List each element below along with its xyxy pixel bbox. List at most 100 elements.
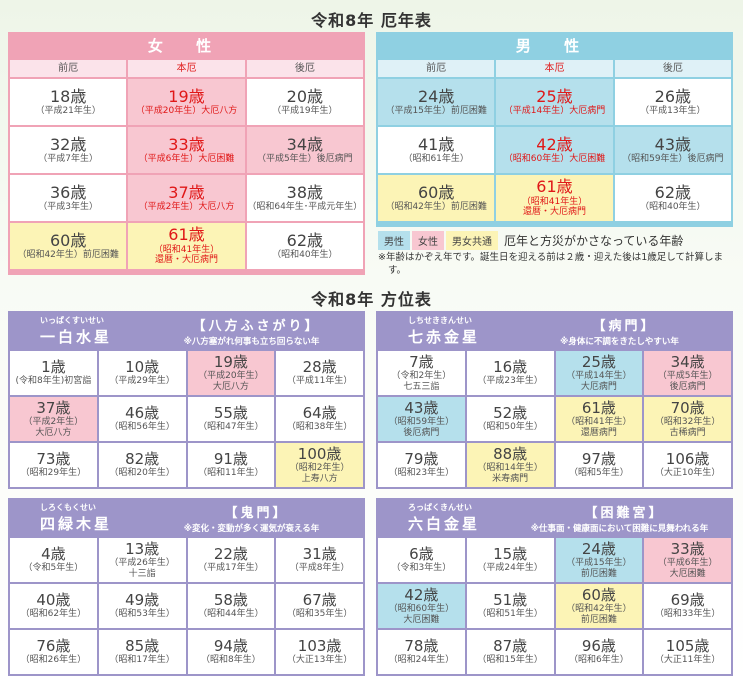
age-label: 105歳 bbox=[665, 637, 710, 656]
age-cell: 38歳 （昭和64年生･平成元年生） bbox=[246, 175, 363, 221]
age-label: 60歳 bbox=[49, 230, 87, 250]
column-header: 本厄 bbox=[496, 60, 613, 77]
age-label: 32歳 bbox=[49, 134, 87, 154]
age-label: 26歳 bbox=[654, 86, 692, 106]
age-cell: 58歳 （昭和44年生） bbox=[187, 584, 275, 628]
star-name: 六白金星 bbox=[408, 515, 481, 533]
star-name: 一白水星 bbox=[40, 328, 113, 346]
age-cell: 10歳 （平成29年生） bbox=[98, 351, 186, 395]
birth-year-label: 古稀病門 bbox=[669, 427, 706, 438]
age-label: 19歳 bbox=[168, 86, 205, 106]
age-label: 60歳 bbox=[417, 182, 455, 202]
age-label: 42歳 bbox=[404, 586, 439, 605]
age-cell: 105歳 （大正11年生） bbox=[644, 630, 731, 674]
age-label: 1歳 bbox=[41, 358, 66, 377]
age-label: 33歳 bbox=[168, 134, 205, 154]
birth-year-label: （昭和24年生） bbox=[388, 655, 455, 666]
age-cell: 61歳 （昭和41年生） 還暦・大厄病門 bbox=[128, 223, 245, 269]
age-cell: 52歳 （昭和50年生） bbox=[466, 397, 554, 441]
houi-header: しろくもくせい 四緑木星 【鬼門】 ※変化・変動が多く運気が衰える年 bbox=[10, 498, 363, 538]
birth-year-label: （昭和5年生） bbox=[569, 468, 629, 479]
birth-year-label: （平成6年生）大厄困難 bbox=[138, 154, 235, 165]
age-cell: 100歳 （昭和2年生） 上寿八方 bbox=[276, 443, 363, 487]
age-cell: 32歳 （平成7年生） bbox=[10, 127, 127, 173]
age-cell: 20歳 （平成19年生） bbox=[246, 79, 363, 125]
male-grid: 前厄 本厄 後厄 24歳 （平成15年生）前厄困難 25歳 （平成14年生）大厄病門 26歳（… bbox=[378, 60, 731, 221]
birth-year-label: 前厄困難 bbox=[580, 614, 617, 625]
age-cell: 67歳 （昭和35年生） bbox=[276, 584, 363, 628]
birth-year-label: （昭和14年生） bbox=[477, 463, 543, 474]
age-cell: 79歳 （昭和23年生） bbox=[378, 443, 465, 487]
houi-header: しちせききんせい 七赤金星 【病門】 ※身体に不調をきたしやすい年 bbox=[378, 311, 731, 351]
age-label: 103歳 bbox=[297, 637, 342, 656]
birth-year-label: 上寿八方 bbox=[301, 473, 338, 484]
birth-year-label: 還暦・大厄病門 bbox=[154, 255, 218, 266]
birth-year-label: 大厄八方 bbox=[35, 427, 72, 438]
birth-year-label: 還暦病門 bbox=[580, 427, 617, 438]
birth-year-label: （平成26年生） bbox=[109, 558, 175, 569]
age-cell: 106歳 （大正10年生） bbox=[644, 443, 731, 487]
star-reading: いっぱくすいせい bbox=[40, 316, 104, 325]
age-cell: 69歳 （昭和33年生） bbox=[644, 584, 731, 628]
birth-year-label: （平成20年生） bbox=[198, 371, 264, 382]
age-cell: 28歳 （平成11年生） bbox=[276, 351, 363, 395]
age-cell: 43歳（昭和59年生）後厄病門 bbox=[378, 397, 465, 441]
birth-year-label: （昭和47年生） bbox=[198, 422, 264, 433]
age-label: 25歳 bbox=[581, 353, 616, 372]
birth-year-label: （令和3年生） bbox=[391, 563, 452, 574]
age-label: 51歳 bbox=[493, 591, 528, 610]
birth-year-label: （平成3年生） bbox=[38, 202, 99, 213]
column-header: 後厄 bbox=[614, 60, 731, 77]
age-cell: 22歳 （平成17年生） bbox=[187, 538, 275, 582]
age-label: 61歳 bbox=[536, 177, 573, 197]
birth-year-label: （昭和42年生）前厄困難 bbox=[17, 250, 119, 261]
star-name: 七赤金星 bbox=[408, 328, 481, 346]
age-cell: 15歳 （平成24年生） bbox=[466, 538, 554, 582]
age-cell: 64歳 （昭和38年生） bbox=[276, 397, 363, 441]
direction-label: 【八方ふさがり】 bbox=[192, 319, 321, 334]
age-cell: 26歳 （平成13年生） bbox=[614, 79, 731, 125]
birth-year-label: 大厄病門 bbox=[580, 381, 617, 392]
age-cell: 51歳 （昭和51年生） bbox=[466, 584, 554, 628]
direction-note: ※八方塞がれ何事も立ち回らない年 bbox=[183, 337, 320, 347]
age-cell: 103歳 （大正13年生） bbox=[276, 630, 363, 674]
birth-year-label: （昭和40年生） bbox=[272, 250, 338, 261]
birth-year-label: （昭和40年生） bbox=[640, 202, 706, 213]
legend-common: 男女共通 bbox=[446, 231, 498, 250]
age-cell: 88歳 （昭和14年生） 米寿病門 bbox=[466, 443, 554, 487]
age-cell: 61歳 （昭和41年生） 還暦・大厄病門 bbox=[496, 175, 613, 221]
birth-year-label: （平成14年生） bbox=[566, 371, 632, 382]
birth-year-label: （大正11年生） bbox=[654, 655, 721, 666]
age-cell: 7歳 （令和2年生） 七五三詣 bbox=[378, 351, 465, 395]
houi-grid: 7歳 （令和2年生） 七五三詣 16歳 （平成23年生） 25歳 （平成14年生） 大厄病門 3… bbox=[378, 351, 731, 487]
birth-year-label: （昭和59年生） bbox=[388, 417, 455, 428]
age-label: 79歳 bbox=[404, 450, 439, 469]
birth-year-label: 前厄困難 bbox=[580, 568, 617, 579]
legend-female: 女性 bbox=[412, 231, 444, 250]
birth-year-label: （平成5年生）後厄病門 bbox=[256, 154, 353, 165]
age-label: 24歳 bbox=[417, 86, 455, 106]
age-label: 69歳 bbox=[670, 591, 705, 610]
houi-grid: 4歳 （令和5年生） 13歳 （平成26年生） 十三詣 22歳 （平成17年生） 31歳 （平成… bbox=[10, 538, 363, 674]
birth-year-label: （昭和60年生） bbox=[388, 604, 455, 615]
female-grid: 前厄 本厄 後厄 18歳 （平成21年生） 19歳 （平成20年生）大厄八方 20歳 （平成19… bbox=[10, 60, 363, 269]
female-header: 女 性 bbox=[147, 37, 226, 55]
age-label: 52歳 bbox=[493, 404, 528, 423]
age-label: 64歳 bbox=[302, 404, 337, 423]
age-label: 22歳 bbox=[213, 545, 248, 564]
age-cell: 60歳（昭和42年生）前厄困難 bbox=[555, 584, 643, 628]
age-cell: 41歳 （昭和61年生） bbox=[378, 127, 495, 173]
birth-year-label: （令和5年生） bbox=[23, 563, 84, 574]
female-table: 女 性 前厄 本厄 後厄 18歳 （平成21年生） 19歳 （平成20年生）大厄八方 20歳（… bbox=[8, 32, 365, 275]
age-label: 18歳 bbox=[49, 86, 87, 106]
birth-year-label: （昭和60年生）大厄困難 bbox=[503, 154, 606, 165]
legend-male: 男性 bbox=[378, 231, 410, 250]
age-cell: 97歳 （昭和5年生） bbox=[555, 443, 643, 487]
legend: 男性 女性 男女共通 厄年と方災がかさなっている年齢 bbox=[378, 231, 683, 250]
birth-year-label: （昭和41年生） bbox=[153, 244, 220, 255]
age-label: 73歳 bbox=[36, 450, 71, 469]
houi-table-shiroku: しろくもくせい 四緑木星 【鬼門】 ※変化・変動が多く運気が衰える年 4歳 （令和5年生）… bbox=[8, 498, 365, 676]
direction-note: ※変化・変動が多く運気が衰える年 bbox=[183, 524, 320, 534]
age-cell: 78歳 （昭和24年生） bbox=[378, 630, 465, 674]
age-label: 67歳 bbox=[302, 591, 337, 610]
